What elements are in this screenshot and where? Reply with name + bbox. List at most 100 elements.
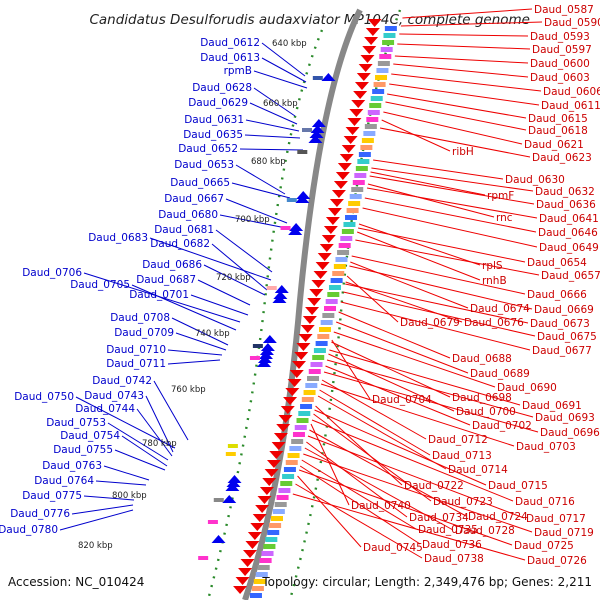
gene-label-right: rnc — [496, 212, 513, 224]
reverse-gene-arrow — [327, 208, 342, 216]
topology-label: Topology: circular; Length: 2,349,476 bp… — [261, 575, 592, 589]
leader-line — [253, 87, 296, 117]
gene-feature-box — [328, 285, 341, 290]
reverse-gene-arrow — [285, 388, 300, 396]
gene-label-left: Daud_0667 — [164, 193, 224, 205]
leader-line — [103, 465, 150, 481]
reverse-gene-arrow — [262, 478, 277, 486]
leader-line — [320, 383, 515, 447]
gene-label-left: Daud_0780 — [0, 524, 58, 536]
gene-label-left: Daud_0629 — [188, 97, 248, 109]
gene-label-right: Daud_0673 — [530, 318, 590, 330]
gene-feature-box — [384, 26, 397, 31]
gene-feature-box — [282, 474, 295, 479]
leader-line — [121, 435, 168, 467]
gene-label-right: Daud_0649 — [539, 242, 599, 254]
reverse-gene-arrow — [240, 559, 255, 567]
gene-label-right: Daud_0713 — [432, 450, 492, 462]
reverse-gene-arrow — [364, 37, 379, 45]
gene-label-right: Daud_0632 — [535, 186, 595, 198]
gene-label-right: Daud_0641 — [539, 213, 599, 225]
gene-label-right: Daud_0603 — [530, 72, 590, 84]
gene-feature-box — [227, 444, 238, 448]
gene-feature-box — [252, 344, 263, 348]
leader-line — [317, 395, 447, 470]
gene-label-left: Daud_0612 — [200, 37, 260, 49]
gene-label-left: Daud_0743 — [84, 390, 144, 402]
gene-feature-box — [303, 390, 316, 395]
gene-feature-box — [361, 138, 374, 143]
gene-feature-box — [330, 278, 343, 283]
reverse-gene-arrow — [271, 442, 286, 450]
reverse-gene-arrow — [250, 523, 265, 531]
reverse-gene-arrow — [356, 73, 371, 81]
gene-feature-box — [255, 572, 268, 577]
gene-label-left: Daud_0711 — [106, 358, 166, 370]
leader-line — [369, 175, 535, 205]
leader-line — [381, 119, 451, 152]
gene-feature-box — [294, 425, 307, 430]
gene-label-left: Daud_0755 — [53, 444, 113, 456]
gene-label-right: Daud_0606 — [543, 86, 600, 98]
leader-line — [391, 73, 542, 92]
forward-gene-arrow — [308, 135, 323, 143]
gene-label-right: Daud_0700 — [456, 406, 516, 418]
leader-line — [225, 198, 288, 224]
gene-label-right: Daud_0621 — [524, 139, 584, 151]
leader-line — [83, 495, 135, 501]
gene-label-right: Daud_0590 — [544, 17, 600, 29]
gene-label-right: Daud_0715 — [488, 480, 548, 492]
leader-line — [328, 353, 455, 412]
leader-line — [397, 43, 531, 50]
reverse-gene-arrow — [325, 217, 340, 225]
gene-feature-box — [251, 586, 264, 591]
gene-feature-box — [324, 306, 337, 311]
gene-feature-box — [307, 376, 320, 381]
reverse-gene-arrow — [245, 541, 260, 549]
gene-label-right: Daud_0688 — [452, 353, 512, 365]
gene-label-right: Daud_0597 — [532, 44, 592, 56]
tick-label: 760 kbp — [171, 385, 206, 395]
gene-feature-box — [276, 495, 289, 500]
gene-feature-box — [302, 128, 312, 132]
gene-features — [198, 19, 397, 598]
gene-feature-box — [213, 498, 224, 502]
gene-feature-box — [272, 509, 285, 514]
gene-label-right: Daud_0611 — [541, 100, 600, 112]
reverse-gene-arrow — [321, 235, 336, 243]
leader-line — [175, 332, 227, 351]
reverse-gene-arrow — [358, 64, 373, 72]
gene-feature-box — [318, 327, 331, 332]
genome-backbone — [242, 8, 363, 600]
leader-line — [371, 167, 534, 192]
reverse-gene-arrow — [276, 424, 291, 432]
gene-label-right: Daud_0728 — [455, 525, 515, 537]
gene-label-left: Daud_0744 — [75, 403, 135, 415]
leader-line — [357, 231, 481, 281]
gene-label-right: Daud_0704 — [372, 394, 432, 406]
leader-line — [325, 365, 471, 426]
tick-labels: 640 kbp 660 kbp 680 kbp 700 kbp 720 kbp … — [78, 39, 307, 551]
gene-feature-box — [355, 166, 368, 171]
gene-feature-box — [292, 432, 305, 437]
reverse-gene-arrow — [305, 307, 320, 315]
gene-feature-box — [267, 530, 280, 535]
reverse-gene-arrow — [341, 145, 356, 153]
reverse-gene-arrow — [337, 163, 352, 171]
leader-line — [331, 341, 451, 398]
gene-feature-box — [358, 152, 371, 157]
reverse-gene-arrow — [289, 370, 304, 378]
leader-line — [167, 359, 221, 365]
leader-line — [153, 380, 189, 441]
reverse-gene-arrow — [351, 100, 366, 108]
reverse-gene-arrow — [266, 460, 281, 468]
gene-label-right: Daud_0740 — [351, 500, 411, 512]
gene-label-left: Daud_0683 — [88, 232, 148, 244]
leader-line — [301, 459, 417, 530]
gene-label-left: Daud_0764 — [34, 475, 94, 487]
gene-label-right: Daud_0674 — [470, 303, 530, 315]
leader-line — [299, 465, 421, 545]
gene-feature-box — [270, 516, 283, 521]
leader-line — [253, 70, 308, 89]
